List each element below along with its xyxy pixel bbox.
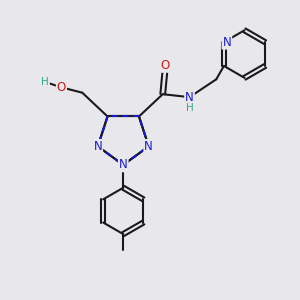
Text: N: N [144, 140, 153, 153]
Text: H: H [186, 103, 194, 113]
Text: N: N [223, 36, 231, 49]
Text: N: N [119, 158, 128, 171]
Text: N: N [185, 91, 194, 104]
Text: O: O [160, 59, 170, 72]
Text: O: O [57, 81, 66, 94]
Text: H: H [41, 77, 49, 87]
Text: N: N [93, 140, 102, 153]
